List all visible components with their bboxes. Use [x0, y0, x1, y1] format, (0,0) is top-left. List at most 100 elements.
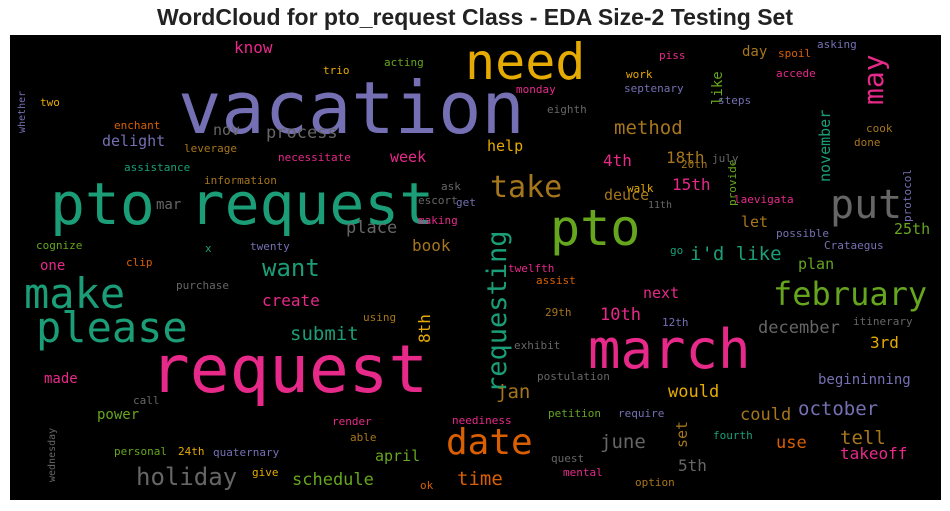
word-walk: walk	[627, 182, 654, 195]
word-twelfth: twelfth	[508, 262, 555, 275]
word-time: time	[457, 468, 503, 490]
word-work: work	[626, 68, 653, 81]
word-takeoff: takeoff	[840, 444, 908, 463]
word-nov: nov	[213, 121, 241, 139]
word-protocol: protocol	[901, 169, 914, 222]
word-november: november	[816, 109, 834, 182]
word-one: one	[40, 258, 66, 274]
word-holiday: holiday	[136, 463, 238, 491]
word-idlike: i'd like	[690, 243, 782, 265]
word-october: october	[798, 398, 879, 420]
word-option: option	[635, 476, 675, 489]
word-july: july	[712, 152, 739, 165]
word-wednesday: wednesday	[47, 427, 58, 482]
word-help: help	[487, 137, 524, 155]
word-laevigata: laevigata	[734, 193, 794, 206]
word-day: day	[742, 44, 768, 60]
word-would: would	[668, 382, 720, 402]
word-fourth: fourth	[713, 429, 753, 442]
word-4th: 4th	[603, 151, 632, 170]
word-personal: personal	[114, 445, 167, 458]
word-require: require	[618, 407, 665, 420]
word-quest: quest	[551, 452, 585, 465]
word-jan: jan	[496, 381, 531, 403]
word-20th: 20th	[681, 158, 708, 171]
word-pto: pto	[550, 199, 641, 257]
word-delight: delight	[102, 132, 166, 150]
word-power: power	[97, 407, 140, 423]
word-assist: assist	[536, 274, 576, 287]
word-december: december	[758, 318, 840, 338]
word-5th: 5th	[678, 456, 707, 475]
word-steps: steps	[718, 94, 752, 107]
word-render: render	[332, 415, 372, 428]
word-petition: petition	[548, 407, 601, 420]
word-cloud: vacation request pto request need pto ma…	[10, 35, 941, 500]
word-give: give	[252, 466, 279, 479]
word-necessitate: necessitate	[278, 151, 351, 164]
word-submit: submit	[290, 323, 359, 345]
word-quaternary: quaternary	[213, 446, 280, 459]
word-mental: mental	[563, 466, 603, 479]
word-let: let	[741, 213, 769, 231]
word-date: date	[446, 422, 533, 463]
word-made: made	[44, 371, 78, 387]
word-book: book	[412, 236, 451, 255]
word-18th: 18th	[666, 148, 705, 167]
word-12th: 12th	[662, 316, 689, 329]
word-25th: 25th	[894, 220, 931, 238]
word-deuce: deuce	[604, 186, 650, 204]
word-escort: escort	[418, 194, 458, 207]
word-information: information	[204, 174, 277, 187]
word-making: making	[418, 214, 458, 227]
word-week: week	[390, 148, 427, 166]
chart-title: WordCloud for pto_request Class - EDA Si…	[157, 4, 793, 30]
word-10th: 10th	[600, 305, 641, 325]
word-take: take	[490, 170, 563, 205]
word-neediness: neediness	[452, 414, 512, 427]
word-vacation: vacation	[178, 66, 525, 150]
word-spoil: spoil	[778, 47, 812, 60]
word-accede: accede	[776, 67, 816, 80]
word-purchase: purchase	[176, 279, 229, 292]
word-3rd: 3rd	[870, 333, 899, 352]
word-create: create	[262, 291, 320, 310]
word-begininning: begininning	[818, 372, 911, 388]
word-schedule: schedule	[292, 470, 374, 490]
word-may: may	[857, 54, 890, 105]
word-tell: tell	[840, 427, 886, 449]
word-8th: 8th	[415, 314, 434, 343]
word-able: able	[350, 431, 377, 444]
word-postulation: postulation	[537, 370, 610, 383]
word-using: using	[363, 311, 397, 324]
word-know: know	[234, 38, 273, 57]
word-asking: asking	[817, 38, 857, 51]
word-leverage: leverage	[184, 142, 237, 155]
word-cook: cook	[866, 122, 893, 135]
word-11th: 11th	[648, 200, 673, 211]
word-requesting: requesting	[482, 230, 513, 393]
word-cognize: cognize	[36, 239, 83, 252]
word-place: place	[346, 218, 398, 238]
word-method: method	[614, 117, 683, 139]
word-two: two	[40, 96, 60, 109]
word-next: next	[643, 284, 680, 302]
word-put: put	[830, 182, 903, 228]
word-make: make	[24, 269, 126, 318]
word-crataegus: Crataegus	[824, 239, 884, 252]
word-assistance: assistance	[124, 161, 191, 174]
word-get: get	[456, 196, 476, 209]
word-exhibit: exhibit	[514, 339, 561, 352]
word-could: could	[740, 405, 792, 425]
word-use: use	[776, 433, 807, 453]
word-itinerary: itinerary	[853, 315, 913, 328]
word-enchant: enchant	[114, 119, 161, 132]
word-need: need	[465, 35, 586, 91]
word-acting: acting	[384, 56, 424, 69]
word-please: please	[36, 303, 188, 352]
word-15th: 15th	[672, 175, 711, 194]
word-eighth: eighth	[547, 103, 587, 116]
word-mar: mar	[156, 197, 182, 213]
word-set: set	[673, 420, 691, 448]
word-24th: 24th	[178, 445, 205, 458]
